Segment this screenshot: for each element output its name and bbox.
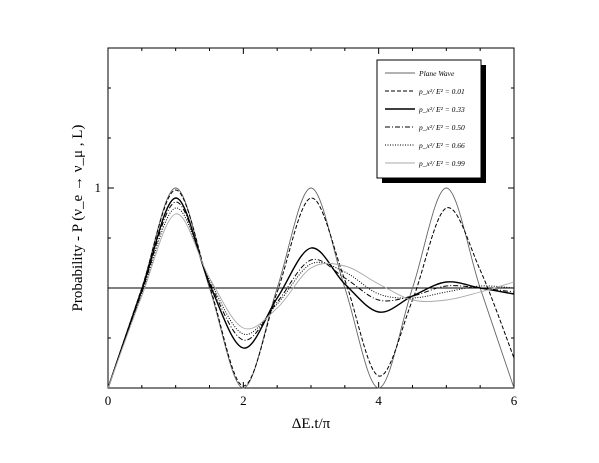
legend-entry-label: p_x²/ E² = 0.33: [418, 105, 465, 114]
series-layer: [107, 187, 515, 389]
legend-entry-label: p_x²/ E² = 0.99: [418, 159, 465, 168]
x-tick-label: 0: [105, 393, 112, 408]
series-line-0: [107, 187, 515, 389]
x-axis-label: ΔE.t/π: [292, 416, 331, 432]
x-tick-label: 2: [240, 393, 247, 408]
x-tick-label: 4: [375, 393, 382, 408]
legend-entry-label: p_x²/ E² = 0.66: [418, 141, 465, 150]
legend-entry-label: p_x²/ E² = 0.50: [418, 123, 465, 132]
axes: 0 2 4 6 1: [95, 47, 518, 408]
legend-entry-label: p_x²/ E² = 0.01: [418, 87, 465, 96]
series-line-3: [107, 201, 515, 389]
series-line-5: [107, 213, 515, 389]
series-line-1: [107, 189, 515, 389]
y-tick-label: 1: [95, 180, 102, 195]
legend-box: [376, 59, 482, 179]
series-line-2: [107, 197, 515, 389]
x-tick-label: 6: [511, 393, 518, 408]
legend-entry-label: Plane Wave: [418, 69, 455, 78]
legend: Plane Wave p_x²/ E² = 0.01 p_x²/ E² = 0.33…: [376, 59, 486, 183]
series-line-4: [107, 207, 515, 389]
y-axis-label: Probability - P (ν_e → ν_μ , L): [70, 125, 86, 312]
